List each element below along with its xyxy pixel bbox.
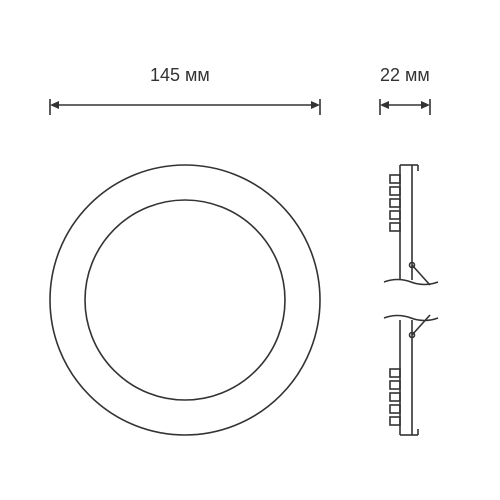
front-dimension-label: 145 мм [150,65,210,86]
side-dimension-label: 22 мм [380,65,430,86]
technical-drawing-canvas: 145 мм 22 мм [0,0,500,500]
